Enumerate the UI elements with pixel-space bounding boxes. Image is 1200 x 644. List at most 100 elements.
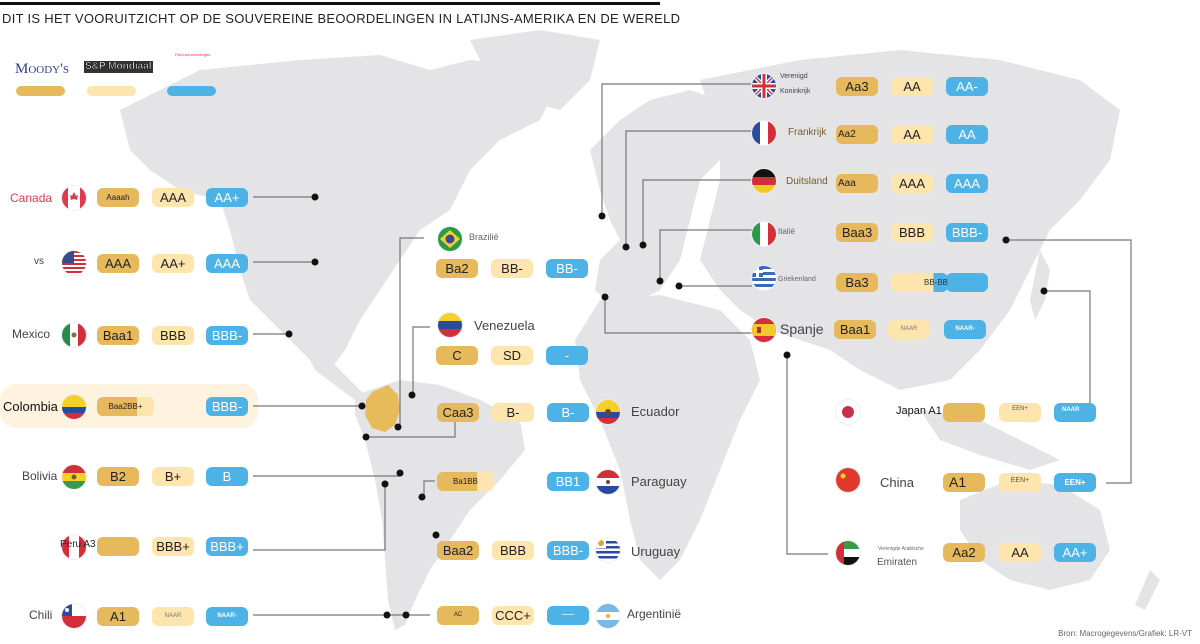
venezuela-fitch-rating: - (546, 346, 588, 365)
spain-fitch-rating: NAAR- (944, 320, 986, 339)
china-fitch-rating: EEN+ (1054, 473, 1096, 492)
legend-moodys-swatch (16, 86, 65, 96)
country-label-germany: Duitsland (786, 176, 828, 187)
mexico-moodys-rating: Baa1 (97, 326, 139, 345)
country-label-uruguay: Uruguay (631, 544, 681, 559)
legend-sp-swatch (87, 86, 136, 96)
uruguay-fitch-rating: BBB- (547, 541, 589, 560)
ecuador-fitch-rating: B- (547, 403, 589, 422)
title-rule (0, 2, 660, 5)
italy-sp-rating: BBB (891, 223, 933, 242)
germany-fitch-rating: AAA (946, 174, 988, 193)
brazil-flag-icon (438, 227, 462, 251)
source-note: Bron: Macrogegevens/Grafiek: LR-VT (1058, 629, 1192, 638)
uruguay-sp-rating: BBB (492, 541, 534, 560)
page-title: DIT IS HET VOORUITZICHT OP DE SOUVEREINE… (2, 11, 681, 26)
italy-moodys-rating: Baa3 (836, 223, 878, 242)
mexico-fitch-rating: BBB- (206, 326, 248, 345)
legend-fitch-swatch (167, 86, 216, 96)
country-label-ecuador: Ecuador (631, 404, 680, 419)
bolivia-sp-rating: B+ (152, 467, 194, 486)
legend-fitch-label: Fitch-beoordelingen (175, 52, 211, 57)
legend-moodys-label: Moody's (15, 61, 69, 77)
uk-flag-icon (752, 74, 776, 98)
germany-flag-icon (752, 169, 776, 193)
japan-sp-rating: EEN+ (999, 403, 1041, 422)
country-label-uk-line1: Verenigd (780, 73, 808, 80)
country-label-japan: Japan A1 (896, 405, 942, 417)
country-label-mexico: Mexico (12, 327, 51, 341)
legend-sp-label: S&P Mondiaal (84, 61, 153, 73)
france-fitch-rating: AA (946, 125, 988, 144)
canada-flag-icon (62, 186, 86, 210)
country-label-brazil: Brazilië (469, 232, 499, 242)
mexico-sp-rating: BBB (152, 326, 194, 345)
argentina-sp-rating: CCC+ (492, 606, 534, 625)
country-label-uae-line2: Emiraten (877, 557, 918, 568)
country-label-paraguay: Paraguay (631, 474, 687, 489)
usa-fitch-rating: AAA (206, 254, 248, 273)
greece-sp-rating: BB-BB (891, 273, 948, 292)
colombia-moodys-rating: Baa2BB+ (97, 397, 154, 416)
peru-fitch-rating: BBB+ (206, 537, 248, 556)
canada-moodys-rating: Aaaah (97, 188, 139, 207)
colombia-flag-icon (62, 395, 86, 419)
venezuela-flag-icon (438, 313, 462, 337)
country-label-canada: Canada (10, 191, 53, 205)
peru-moodys-rating (97, 537, 139, 556)
country-label-peru: Peru A3 (60, 539, 96, 550)
country-label-argentina: Argentinië (627, 607, 682, 621)
uruguay-moodys-rating: Baa2 (437, 541, 479, 560)
greece-fitch-rating (946, 273, 988, 292)
country-label-bolivia: Bolivia (22, 469, 58, 483)
japan-flag-icon (836, 400, 860, 424)
argentina-flag-icon (596, 604, 620, 628)
paraguay-fitch-rating: BB1 (547, 472, 589, 491)
uk-moodys-rating: Aa3 (836, 77, 878, 96)
greece-moodys-rating: Ba3 (836, 273, 878, 292)
uae-sp-rating: AA (999, 543, 1041, 562)
italy-flag-icon (752, 222, 776, 246)
paraguay-flag-icon (596, 470, 620, 494)
canada-sp-rating: AAA (152, 188, 194, 207)
country-label-china: China (880, 475, 914, 490)
paraguay-sp-rating (492, 472, 534, 491)
spain-flag-icon (752, 318, 776, 342)
japan-moodys-rating (943, 403, 985, 422)
chile-sp-rating: NAAR (152, 607, 194, 626)
brazil-moodys-rating: Ba2 (436, 259, 478, 278)
venezuela-sp-rating: SD (491, 346, 533, 365)
country-label-france: Frankrijk (788, 127, 827, 138)
spain-sp-rating: NAAR (888, 320, 930, 339)
china-sp-rating: EEN+ (999, 473, 1041, 492)
colombia-fitch-rating: BBB- (206, 397, 248, 416)
country-label-venezuela: Venezuela (474, 318, 535, 333)
chile-fitch-rating: NAAR- (206, 607, 248, 626)
country-label-uae-line1: Verenigde Arabische (878, 546, 924, 552)
chile-moodys-rating: A1 (97, 607, 139, 626)
country-label-greece: Griekenland (778, 276, 816, 283)
italy-fitch-rating: BBB- (946, 223, 988, 242)
country-label-italy: Italië (778, 227, 795, 236)
france-flag-icon (752, 121, 776, 145)
uae-fitch-rating: AA+ (1054, 543, 1096, 562)
uk-sp-rating: AA (891, 77, 933, 96)
spain-moodys-rating: Baa1 (834, 320, 876, 339)
country-label-chile: Chili (29, 608, 53, 622)
bolivia-flag-icon (62, 465, 86, 489)
colombia-shape (365, 385, 400, 432)
country-label-usa: vs (34, 256, 44, 267)
uruguay-flag-icon (596, 538, 620, 562)
argentina-moodys-rating: AC (437, 606, 479, 625)
uk-fitch-rating: AA- (946, 77, 988, 96)
colombia-sp-rating (152, 397, 194, 416)
france-moodys-rating: Aa2 (836, 125, 878, 144)
country-label-uk-line2: Koninkrijk (780, 88, 811, 95)
mexico-flag-icon (62, 323, 86, 347)
china-moodys-rating: A1 (943, 473, 985, 492)
peru-sp-rating: BBB+ (152, 537, 194, 556)
germany-moodys-rating: Aaa (836, 174, 878, 193)
brazil-sp-rating: BB- (491, 259, 533, 278)
canada-fitch-rating: AA+ (206, 188, 248, 207)
